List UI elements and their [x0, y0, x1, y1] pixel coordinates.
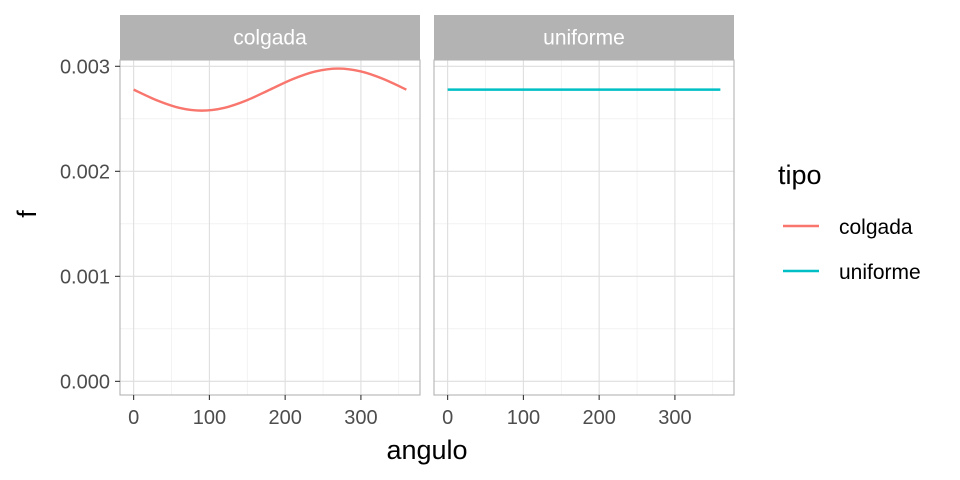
x-tick-label: 200 [268, 407, 301, 429]
y-tick-label: 0.003 [60, 56, 110, 78]
x-tick-label: 100 [507, 407, 540, 429]
axes-layer: 0 100 200 300 0 100 200 300 0.000 0.001 0.002 0.003 [60, 56, 692, 429]
panel-uniforme: uniforme [433, 15, 735, 396]
y-tick-label: 0.001 [60, 266, 110, 288]
legend-title: tipo [778, 160, 822, 190]
facet-strip-label: colgada [233, 27, 307, 50]
legend-label-colgada: colgada [839, 216, 913, 239]
facet-strip [434, 15, 734, 60]
panel-colgada: colgada [119, 15, 421, 396]
panel-background [434, 60, 734, 395]
facet-strip-label: uniforme [543, 27, 625, 50]
x-tick-label: 300 [658, 407, 691, 429]
x-tick-label: 100 [193, 407, 226, 429]
legend-label-uniforme: uniforme [839, 261, 921, 284]
x-tick-label: 0 [442, 407, 453, 429]
x-tick-label: 200 [582, 407, 615, 429]
facet-strip [120, 15, 420, 60]
panels-layer: colgada uniforme [119, 15, 735, 396]
series-line-colgada [133, 67, 407, 112]
legend: tipo colgada uniforme [778, 160, 921, 284]
y-tick-label: 0.002 [60, 161, 110, 183]
y-axis-title: f [12, 210, 42, 218]
x-axis-title: angulo [386, 435, 467, 465]
x-tick-label: 300 [344, 407, 377, 429]
x-tick-label: 0 [128, 407, 139, 429]
panel-background [120, 60, 420, 395]
y-tick-label: 0.000 [60, 371, 110, 393]
